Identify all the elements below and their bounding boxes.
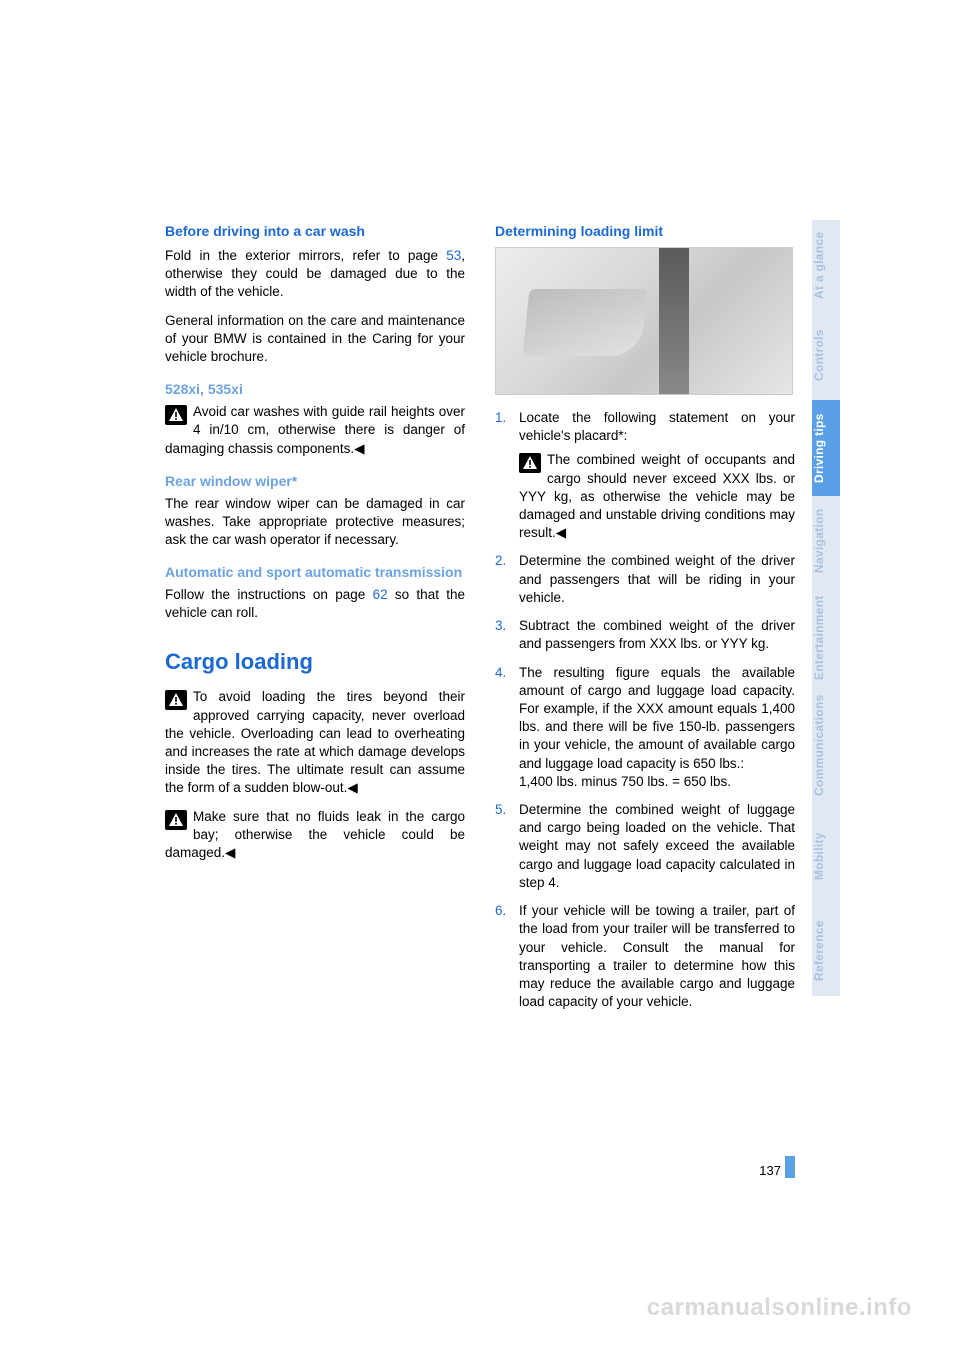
warning-placard: The combined weight of occupants and car… (519, 451, 795, 542)
left-column: Before driving into a car wash Fold in t… (165, 222, 465, 1021)
heading-rear-wiper: Rear window wiper* (165, 472, 465, 491)
right-column: Determining loading limit 1. Locate the f… (495, 222, 795, 1021)
heading-loading-limit: Determining loading limit (495, 222, 795, 241)
watermark: carmanualsonline.info (647, 1294, 912, 1322)
heading-transmission: Automatic and sport automatic transmissi… (165, 563, 465, 582)
warning-overload: To avoid loading the tires beyond their … (165, 688, 465, 797)
step-number: 1. (495, 409, 506, 427)
step-item: 3. Subtract the combined weight of the dr… (495, 617, 795, 653)
step-text: Subtract the combined weight of the driv… (519, 618, 795, 651)
text: Fold in the exterior mirrors, refer to p… (165, 248, 446, 263)
step-item: 4. The resulting figure equals the availa… (495, 664, 795, 792)
page-link-53[interactable]: 53 (446, 248, 461, 263)
para-mirrors: Fold in the exterior mirrors, refer to p… (165, 247, 465, 302)
step-number: 5. (495, 801, 506, 819)
step-text: Locate the following statement on your v… (519, 410, 795, 443)
tab-driving-tips[interactable]: Driving tips (812, 400, 840, 496)
step-text: Determine the combined weight of the dri… (519, 553, 795, 604)
tab-communications[interactable]: Communications (812, 690, 840, 806)
para-general-info: General information on the care and main… (165, 312, 465, 367)
step-item: 6. If your vehicle will be towing a trail… (495, 902, 795, 1011)
content-columns: Before driving into a car wash Fold in t… (165, 222, 795, 1021)
tab-entertainment[interactable]: Entertainment (812, 586, 840, 690)
heading-car-wash: Before driving into a car wash (165, 222, 465, 241)
tab-mobility[interactable]: Mobility (812, 806, 840, 906)
warning-text: The combined weight of occupants and car… (519, 452, 795, 540)
tab-reference[interactable]: Reference (812, 906, 840, 996)
section-tabs: At a glanceControlsDriving tipsNavigatio… (812, 220, 840, 996)
step-number: 4. (495, 664, 506, 682)
warning-fluids: Make sure that no fluids leak in the car… (165, 808, 465, 863)
step-number: 3. (495, 617, 506, 635)
tab-at-a-glance[interactable]: At a glance (812, 220, 840, 310)
step-text: The resulting figure equals the availabl… (519, 665, 795, 789)
steps-list: 1. Locate the following statement on your… (495, 409, 795, 1012)
step-item: 1. Locate the following statement on your… (495, 409, 795, 543)
tab-navigation[interactable]: Navigation (812, 496, 840, 586)
heading-cargo-loading: Cargo loading (165, 647, 465, 677)
tab-controls[interactable]: Controls (812, 310, 840, 400)
step-item: 5. Determine the combined weight of lugga… (495, 801, 795, 892)
figure-cargo-bay (495, 247, 793, 395)
page: Before driving into a car wash Fold in t… (0, 0, 960, 1358)
step-item: 2. Determine the combined weight of the d… (495, 552, 795, 607)
warning-icon (165, 690, 187, 710)
page-number-bar (785, 1156, 795, 1178)
warning-icon (519, 453, 541, 473)
page-number-block: 137 (495, 1156, 795, 1178)
warning-icon (165, 405, 187, 425)
page-link-62[interactable]: 62 (373, 587, 388, 602)
step-number: 6. (495, 902, 506, 920)
step-number: 2. (495, 552, 506, 570)
warning-icon (165, 810, 187, 830)
step-text: Determine the combined weight of luggage… (519, 802, 795, 890)
warning-guide-rail: Avoid car washes with guide rail heights… (165, 403, 465, 458)
page-number: 137 (759, 1163, 781, 1178)
step-text: If your vehicle will be towing a trailer… (519, 903, 795, 1009)
warning-text: Avoid car washes with guide rail heights… (165, 404, 465, 455)
text: Follow the instructions on page (165, 587, 373, 602)
para-transmission: Follow the instructions on page 62 so th… (165, 586, 465, 622)
warning-text: Make sure that no fluids leak in the car… (165, 809, 465, 860)
para-rear-wiper: The rear window wiper can be damaged in … (165, 495, 465, 550)
warning-text: To avoid loading the tires beyond their … (165, 689, 465, 795)
heading-528xi: 528xi, 535xi (165, 380, 465, 399)
